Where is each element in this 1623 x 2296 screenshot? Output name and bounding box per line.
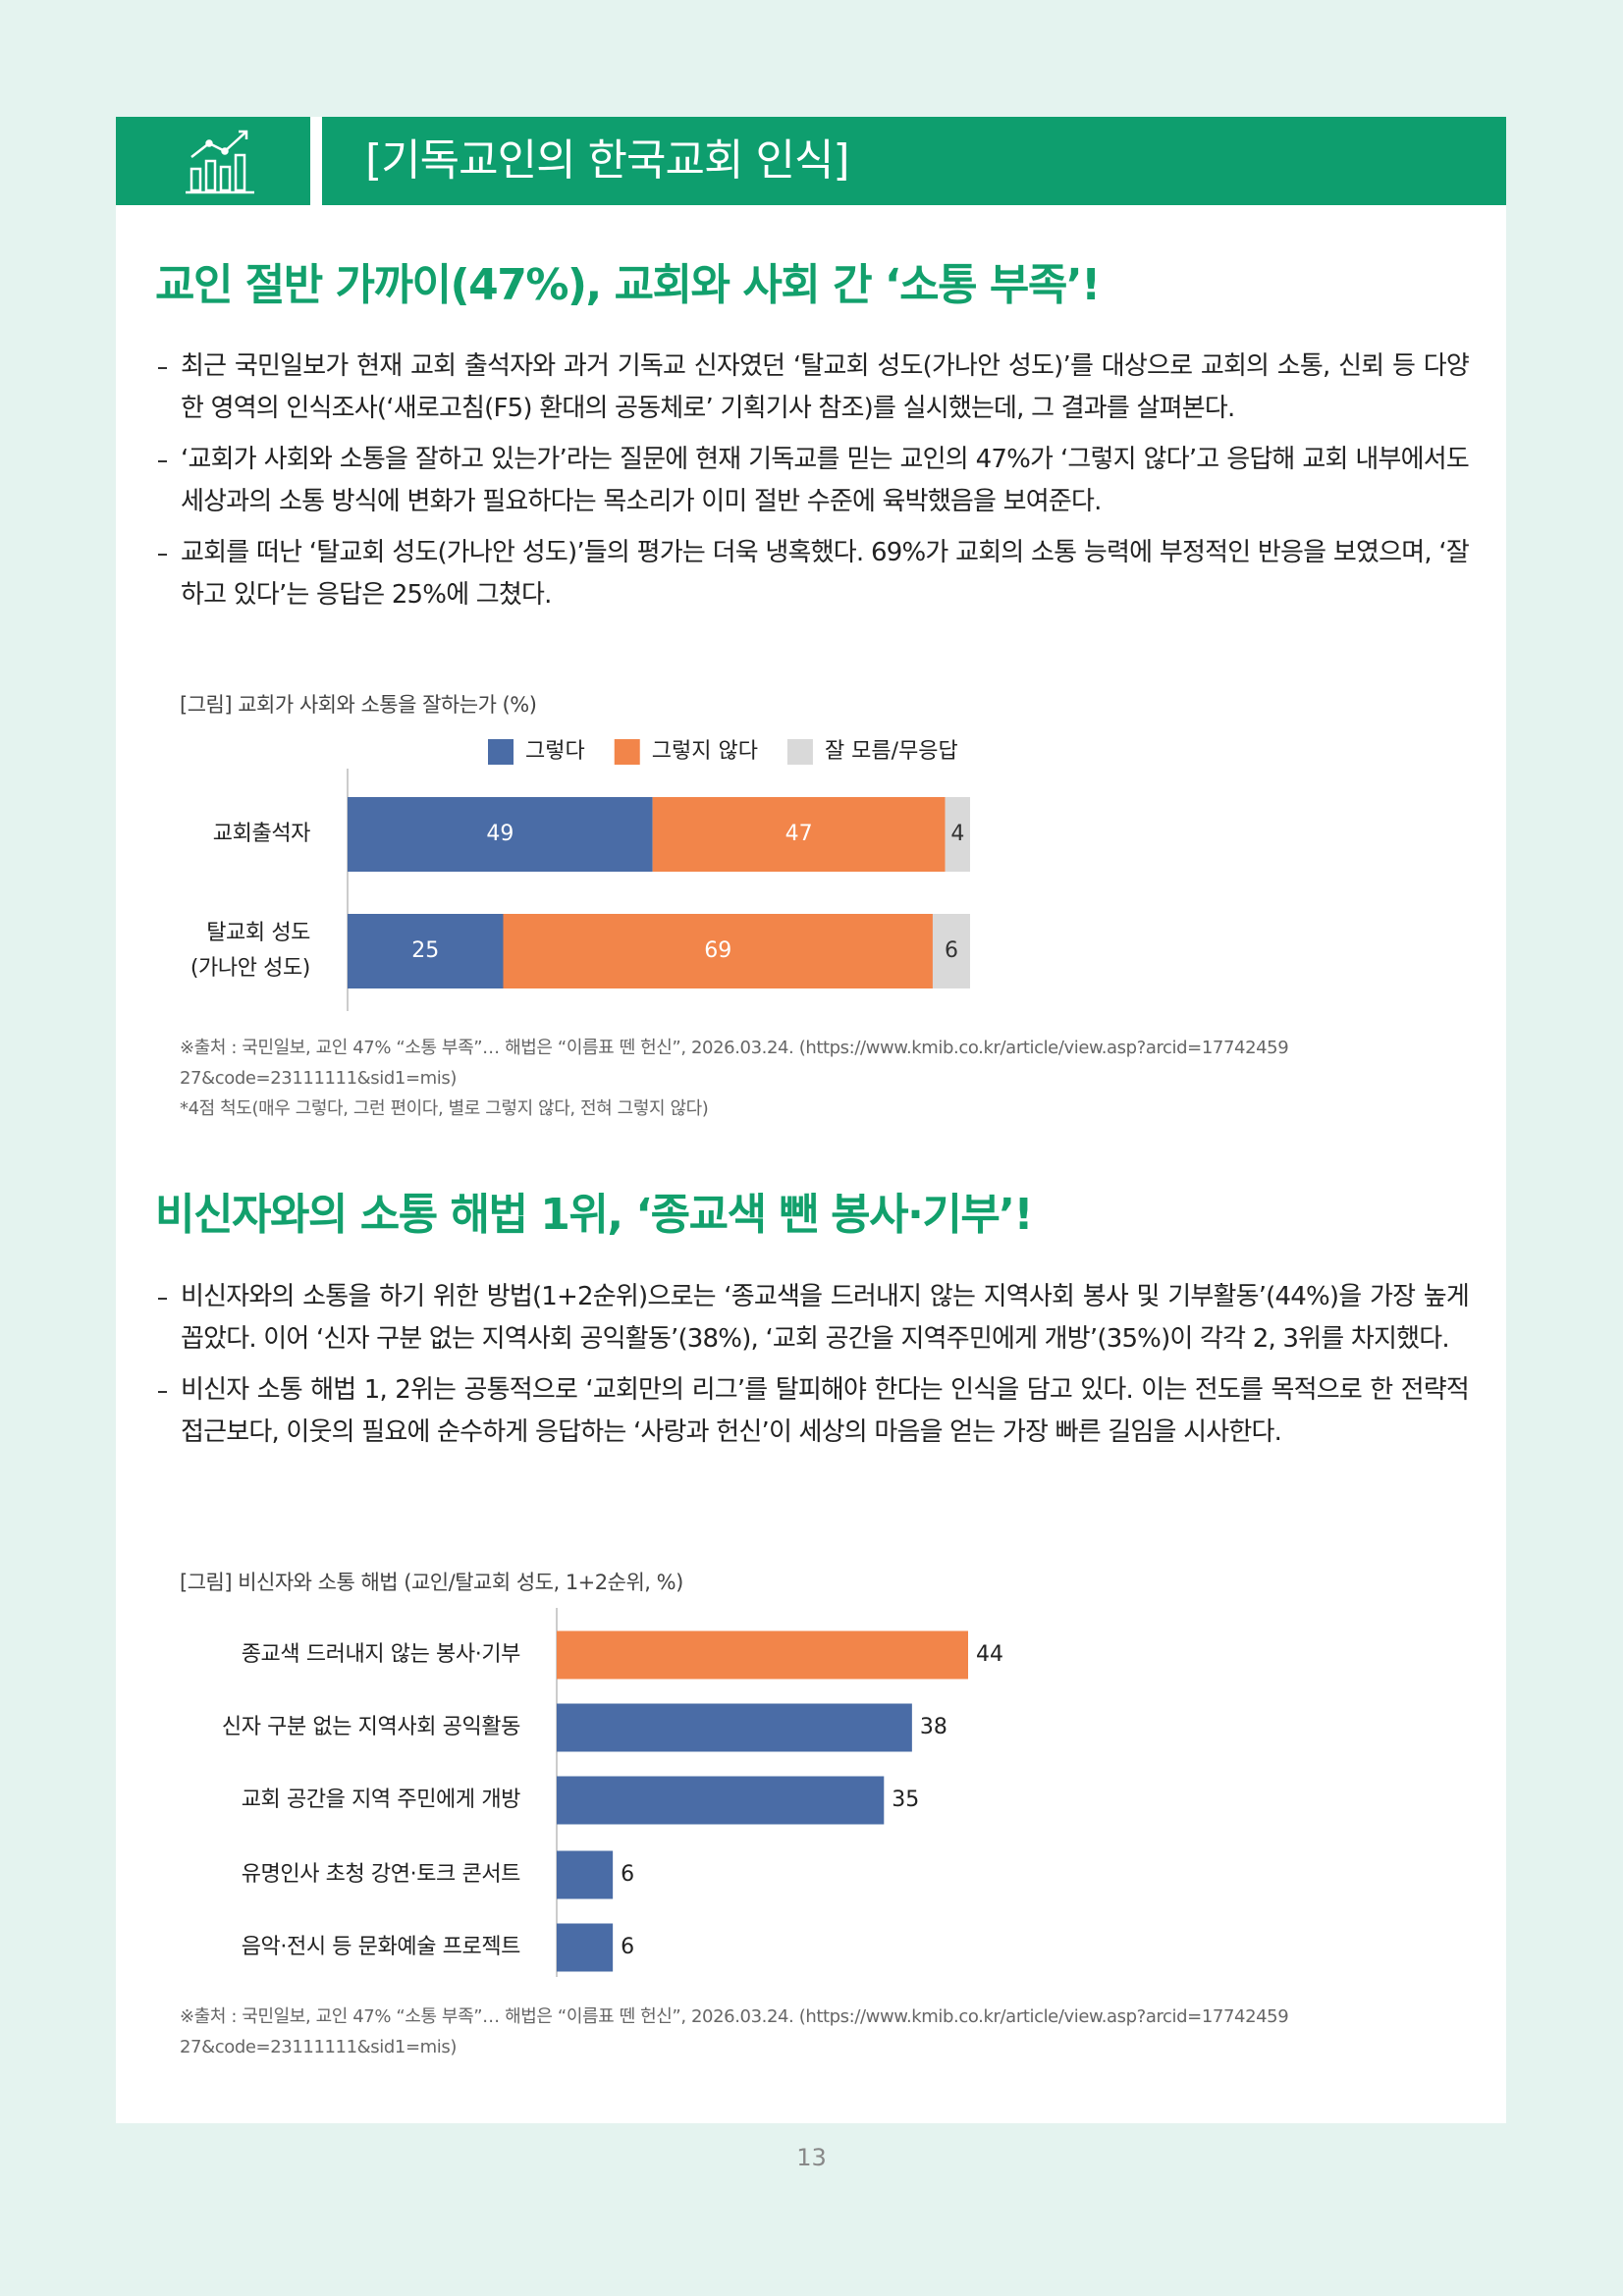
section-heading: 교인 절반 가까이(47%), 교회와 사회 간 ‘소통 부족’! bbox=[155, 260, 1101, 310]
legend-swatch bbox=[488, 739, 514, 765]
category-label: 음악·전시 등 문화예술 프로젝트 bbox=[241, 1935, 521, 1959]
bullet-list: 최근 국민일보가 현재 교회 출석자와 과거 기독교 신자였던 ‘탈교회 성도(… bbox=[158, 346, 1470, 625]
bullet-item: ‘교회가 사회와 소통을 잘하고 있는가’라는 질문에 현재 기독교를 믿는 교… bbox=[158, 439, 1470, 523]
bar bbox=[557, 1923, 614, 1972]
bar-segment bbox=[932, 914, 970, 988]
header-bar bbox=[322, 117, 1506, 205]
bullet-item: 교회를 떠난 ‘탈교회 성도(가나안 성도)’들의 평가는 더욱 냉혹했다. 6… bbox=[158, 532, 1470, 616]
bullet-item: 비신자와의 소통을 하기 위한 방법(1+2순위)으로는 ‘종교색을 드러내지 … bbox=[158, 1276, 1470, 1361]
category-label: 유명인사 초청 강연·토크 콘서트 bbox=[241, 1862, 521, 1887]
bar-segment bbox=[945, 797, 970, 872]
legend-label: 그렇다 bbox=[525, 739, 585, 764]
page-number: 13 bbox=[796, 2144, 827, 2171]
bar-segment bbox=[503, 914, 933, 988]
bar-segment bbox=[348, 797, 653, 872]
bar-segment bbox=[652, 797, 946, 872]
value-label: 25 bbox=[411, 938, 439, 963]
bullet-list: 비신자와의 소통을 하기 위한 방법(1+2순위)으로는 ‘종교색을 드러내지 … bbox=[158, 1276, 1470, 1463]
value-label: 4 bbox=[950, 822, 964, 846]
source-line: ※출처 : 국민일보, 교인 47% “소통 부족”… 해법은 “이름표 뗀 헌… bbox=[180, 1038, 1289, 1089]
legend-label: 그렇지 않다 bbox=[652, 739, 758, 764]
value-label: 69 bbox=[704, 938, 731, 963]
legend-label: 잘 모름/무응답 bbox=[825, 739, 958, 764]
figure-caption: [그림] 교회가 사회와 소통을 잘하는가 (%) bbox=[180, 693, 537, 717]
bullet-item: 비신자 소통 해법 1, 2위는 공통적으로 ‘교회만의 리그’를 탈피해야 한… bbox=[158, 1369, 1470, 1454]
value-label: 44 bbox=[976, 1642, 1003, 1667]
section-heading: 비신자와의 소통 해법 1위, ‘종교색 뺀 봉사·기부’! bbox=[155, 1190, 1034, 1240]
value-label: 35 bbox=[892, 1788, 919, 1812]
category-label: 교회출석자 bbox=[212, 822, 311, 846]
bar-segment bbox=[348, 914, 504, 988]
bar bbox=[557, 1776, 885, 1825]
source-line: *4점 척도(매우 그렇다, 그런 편이다, 별로 그렇지 않다, 전혀 그렇지… bbox=[180, 1098, 709, 1119]
value-label: 6 bbox=[621, 1935, 634, 1959]
legend-swatch bbox=[614, 739, 640, 765]
category-label: 탈교회 성도 (가나안 성도) bbox=[189, 921, 311, 981]
figure-caption: [그림] 비신자와 소통 해법 (교인/탈교회 성도, 1+2순위, %) bbox=[180, 1571, 683, 1594]
bar bbox=[557, 1850, 614, 1899]
legend-swatch bbox=[786, 739, 813, 765]
bar bbox=[557, 1703, 912, 1752]
header-icon bbox=[186, 130, 254, 194]
bar bbox=[557, 1630, 968, 1680]
value-label: 38 bbox=[920, 1715, 947, 1739]
value-label: 49 bbox=[486, 822, 514, 846]
source-line: ※출처 : 국민일보, 교인 47% “소통 부족”… 해법은 “이름표 뗀 헌… bbox=[180, 2006, 1289, 2057]
figure-sources: ※출처 : 국민일보, 교인 47% “소통 부족”… 해법은 “이름표 뗀 헌… bbox=[180, 2002, 1289, 2062]
value-label: 47 bbox=[785, 822, 813, 846]
bullet-item: 최근 국민일보가 현재 교회 출석자와 과거 기독교 신자였던 ‘탈교회 성도(… bbox=[158, 346, 1470, 430]
category-label: 신자 구분 없는 지역사회 공익활동 bbox=[221, 1715, 521, 1739]
value-label: 6 bbox=[945, 938, 958, 963]
value-label: 6 bbox=[621, 1862, 634, 1887]
header-title: [기독교인의 한국교회 인식] bbox=[365, 135, 850, 186]
category-label: 교회 공간을 지역 주민에게 개방 bbox=[241, 1788, 521, 1812]
figure-sources: ※출처 : 국민일보, 교인 47% “소통 부족”… 해법은 “이름표 뗀 헌… bbox=[180, 1033, 1289, 1124]
category-label: 종교색 드러내지 않는 봉사·기부 bbox=[241, 1642, 521, 1667]
